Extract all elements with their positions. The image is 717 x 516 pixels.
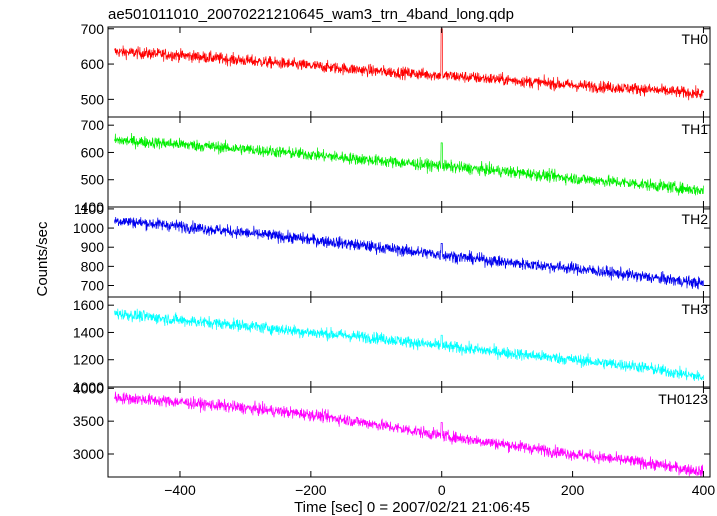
x-tick-label: −400 (164, 482, 196, 498)
series-line-th3 (114, 308, 704, 382)
x-tick-label: 0 (438, 482, 446, 498)
panel-th0: 500 600 700 TH0 (81, 21, 711, 118)
x-tick-label: −200 (295, 482, 327, 498)
y-axis-label: Counts/sec (34, 221, 51, 297)
x-tick-label: 400 (692, 482, 716, 498)
x-tick-label: 200 (561, 482, 585, 498)
panel-frame (107, 386, 711, 478)
y-tick-label: 1600 (73, 297, 104, 313)
panel-label: TH1 (682, 121, 709, 137)
panel-frame (107, 206, 711, 298)
y-tick-label: 1000 (73, 220, 104, 236)
panel-frame (107, 116, 711, 208)
series-line-th1 (114, 132, 704, 196)
y-tick-label: 800 (81, 258, 105, 274)
y-tick-label: 600 (81, 144, 105, 160)
y-tick-label: 900 (81, 239, 105, 255)
y-tick-label: 1400 (73, 324, 104, 340)
y-tick-label: 700 (81, 21, 105, 37)
series-line-th2 (114, 216, 704, 290)
panel-label: TH3 (682, 301, 709, 317)
chart-panels: 500 600 700 TH0 400 500 600 700 TH1 700 800 900 1000… (73, 21, 711, 478)
y-tick-label: 4000 (73, 380, 104, 396)
series-line-th0123 (114, 391, 704, 477)
panel-th1: 400 500 600 700 TH1 (81, 116, 711, 215)
panel-th0123: 3000 3500 4000 TH0123 (73, 380, 711, 478)
y-tick-label: 600 (81, 56, 105, 72)
series-line-th0 (114, 28, 704, 101)
panel-th2: 700 800 900 1000 1100 TH2 (73, 201, 711, 298)
y-tick-label: 1200 (73, 352, 104, 368)
x-axis-label: Time [sec] 0 = 2007/02/21 21:06:45 (294, 499, 530, 516)
y-tick-label: 500 (81, 91, 105, 107)
y-tick-label: 700 (81, 117, 105, 133)
panel-label: TH0123 (658, 391, 708, 407)
y-tick-label: 500 (81, 172, 105, 188)
x-axis: −400 −200 0 200 400 (164, 482, 715, 498)
y-tick-label: 400 (81, 199, 105, 215)
panel-frame (107, 296, 711, 388)
y-tick-label: 1100 (74, 201, 104, 217)
y-tick-label: 1000 (73, 379, 104, 395)
y-tick-label: 700 (81, 278, 105, 294)
y-tick-label: 3000 (73, 446, 104, 462)
chart-title: ae501011010_20070221210645_wam3_trn_4ban… (108, 6, 514, 23)
panel-th3: 1000 1200 1400 1600 TH3 (73, 296, 711, 395)
y-tick-label: 3500 (73, 413, 104, 429)
panel-label: TH2 (682, 211, 709, 227)
panel-label: TH0 (682, 31, 709, 47)
